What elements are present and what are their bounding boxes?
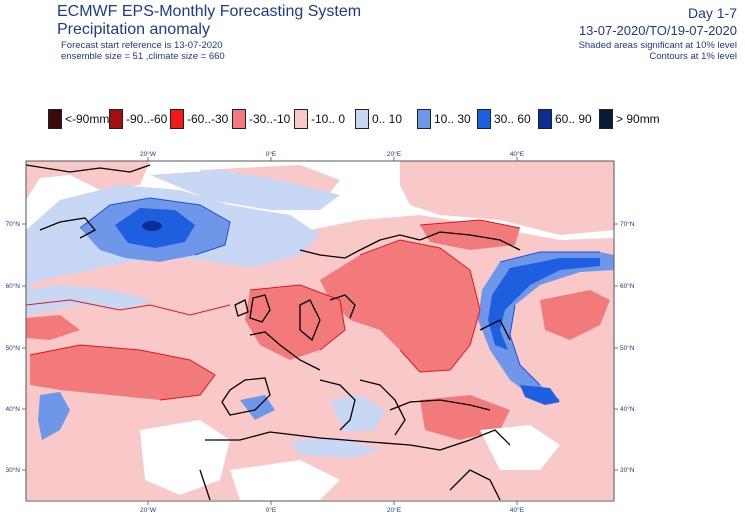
legend-swatch [417, 109, 431, 129]
legend-item: 10.. 30 [417, 108, 471, 130]
lon-label-bottom: 0°E [266, 506, 277, 514]
legend-label: -30..-10 [249, 112, 291, 126]
lat-label-right: 70°N [620, 220, 635, 228]
color-legend: <-90mm -90..-60 -60..-30 -30..-10 -10.. … [48, 108, 688, 130]
anomaly-field [26, 161, 614, 501]
legend-swatch [477, 109, 491, 129]
lat-label-right: 60°N [620, 282, 635, 290]
lat-label-left: 70°N [5, 220, 20, 228]
legend-label: -10.. 0 [311, 112, 346, 126]
lon-label-top: 20°E [387, 150, 402, 158]
lat-label-left: 50°N [5, 344, 20, 352]
precipitation-anomaly-map: 20°W 0°E 20°E 40°E 20°W 0°E 20°E 40°E 70… [5, 150, 635, 514]
legend-item: -10.. 0 [294, 108, 345, 130]
legend-label: 60.. 90 [555, 112, 592, 126]
lon-label-top: 0°E [266, 150, 277, 158]
lat-label-left: 40°N [5, 405, 20, 413]
legend-swatch [355, 109, 369, 129]
legend-item: > 90mm [599, 108, 660, 130]
legend-swatch [538, 109, 552, 129]
lat-label-right: 30°N [620, 466, 635, 474]
legend-label: > 90mm [616, 112, 660, 126]
legend-swatch [109, 109, 123, 129]
lon-label-top: 20°W [140, 150, 157, 158]
shading-note: Shaded areas significant at 10% level [578, 40, 737, 51]
legend-swatch [232, 109, 246, 129]
legend-label: -60..-30 [187, 112, 229, 126]
legend-label: 0.. 10 [372, 112, 403, 126]
forecast-start-text: Forecast start reference is 13-07-2020 [61, 40, 223, 51]
ensemble-size-text: ensemble size = 51 ,climate size = 660 [61, 51, 225, 62]
lon-label-bottom: 20°E [387, 506, 402, 514]
legend-item: -90..-60 [109, 108, 167, 130]
lat-label-left: 30°N [5, 466, 20, 474]
map-frame [25, 160, 615, 502]
contour-note: Contours at 1% level [649, 51, 737, 62]
lat-label-right: 50°N [620, 344, 635, 352]
lon-label-top: 40°E [510, 150, 525, 158]
legend-label: 30.. 60 [494, 112, 531, 126]
legend-item: 30.. 60 [477, 108, 531, 130]
legend-label: 10.. 30 [434, 112, 471, 126]
legend-swatch [294, 109, 308, 129]
lat-label-right: 40°N [620, 405, 635, 413]
day-range: Day 1-7 [687, 5, 737, 21]
legend-item: -60..-30 [170, 108, 228, 130]
legend-item: 60.. 90 [538, 108, 592, 130]
legend-swatch [599, 109, 613, 129]
page-subtitle: Precipitation anomaly [57, 21, 210, 38]
legend-item: -30..-10 [232, 108, 290, 130]
legend-swatch [48, 109, 62, 129]
lat-label-left: 60°N [5, 282, 20, 290]
date-range: 13-07-2020/TO/19-07-2020 [578, 23, 737, 38]
page-title: ECMWF EPS-Monthly Forecasting System [57, 3, 362, 20]
lon-label-bottom: 40°E [510, 506, 525, 514]
legend-swatch [170, 109, 184, 129]
lon-label-bottom: 20°W [140, 506, 157, 514]
legend-label: <-90mm [65, 112, 110, 126]
legend-item: 0.. 10 [355, 108, 402, 130]
legend-label: -90..-60 [126, 112, 168, 126]
legend-item: <-90mm [48, 108, 109, 130]
